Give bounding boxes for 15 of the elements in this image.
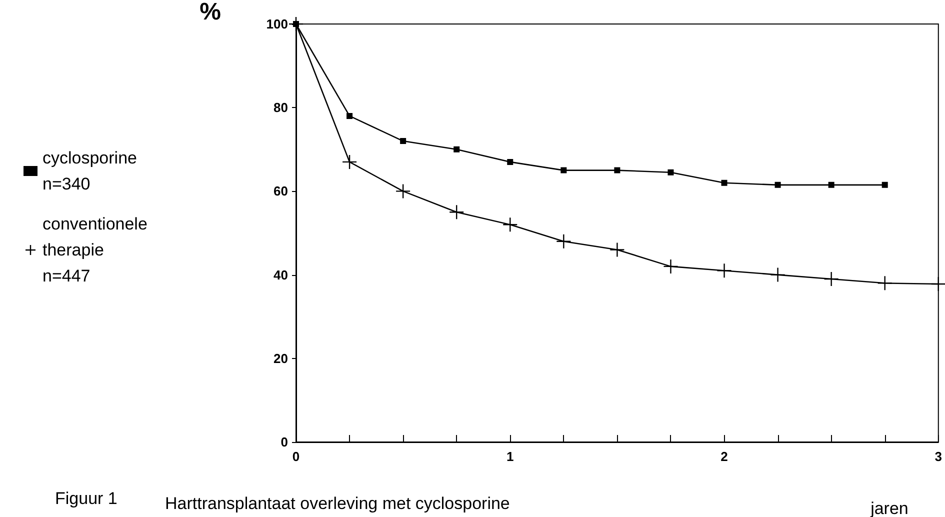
x-tick-label: 3 xyxy=(934,449,942,464)
y-axis-title: % xyxy=(200,0,221,26)
y-tick-label: 0 xyxy=(280,434,288,450)
y-tick-label: 60 xyxy=(274,184,288,199)
text: Figuur 1 xyxy=(55,489,118,508)
y-tick-label: 40 xyxy=(274,267,288,282)
y-tick-label: 80 xyxy=(274,100,288,116)
x-tick-label: 1 xyxy=(506,449,514,464)
text: Harttransplantaat overleving met cyclosporine xyxy=(165,494,510,513)
x-tick-label: 0 xyxy=(292,449,300,464)
legend-label: cyclosporine n=340 xyxy=(42,148,142,194)
x-tick-label: 2 xyxy=(720,449,728,464)
legend-label: conventionele therapie n=447 xyxy=(42,214,152,286)
y-tick-label: 20 xyxy=(274,350,288,366)
y-tick-label: 100 xyxy=(266,16,288,32)
